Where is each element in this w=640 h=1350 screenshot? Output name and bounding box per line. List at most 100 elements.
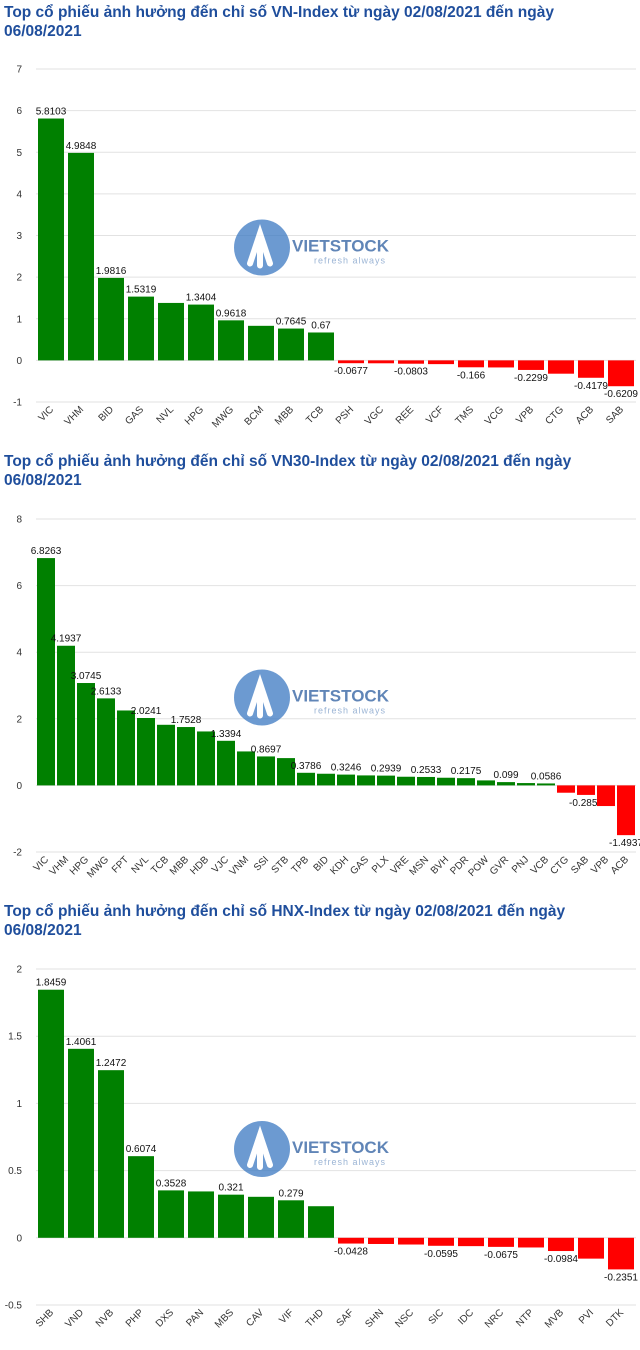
bar-vjc: [217, 740, 235, 786]
bar-bid: [98, 277, 124, 361]
y-tick-label: 2: [16, 965, 22, 976]
bar-php: [128, 1156, 154, 1238]
watermark-tagline: refresh always: [314, 256, 386, 266]
y-tick-label: 0: [16, 1233, 22, 1244]
data-label: 0.3528: [156, 1178, 187, 1189]
x-tick-label: DTK: [604, 1307, 626, 1329]
bar-mvb: [548, 1237, 574, 1252]
bar-ctg: [557, 785, 575, 793]
data-label: 4.9848: [66, 141, 97, 152]
data-label: 0.8697: [251, 744, 282, 755]
bar-acb: [578, 360, 604, 378]
bar-vpb: [597, 785, 615, 807]
x-tick-label: VHM: [48, 854, 72, 878]
x-tick-label: TCB: [149, 854, 171, 876]
x-tick-label: VPB: [589, 854, 611, 876]
y-tick-label: 8: [16, 515, 22, 526]
data-label: -0.0803: [394, 367, 428, 378]
data-label: -0.166: [457, 370, 486, 381]
x-tick-label: BCM: [243, 404, 267, 428]
bar-kdh: [337, 774, 355, 786]
data-label: 0.279: [278, 1188, 303, 1199]
bar-ssi: [257, 756, 275, 786]
bar-dxs: [158, 1190, 184, 1238]
y-tick-label: 5: [16, 148, 22, 159]
data-label: -0.0984: [544, 1254, 578, 1265]
bar-vre: [397, 776, 415, 786]
bar-pdr: [457, 778, 475, 786]
bar-vhm: [57, 645, 75, 786]
x-tick-label: PHP: [124, 1307, 147, 1330]
data-label: 0.2939: [371, 764, 402, 775]
data-label: 0.6074: [126, 1144, 157, 1155]
bar-acb: [617, 785, 635, 836]
y-tick-label: -0.5: [5, 1301, 23, 1312]
y-tick-label: 6: [16, 106, 22, 117]
data-label: 0.0586: [531, 771, 562, 782]
x-tick-label: ACB: [574, 404, 597, 427]
data-label: 0.2175: [451, 766, 482, 777]
bar-thd: [308, 1206, 334, 1238]
data-label: 1.8459: [36, 978, 67, 989]
bar-ree: [398, 360, 424, 364]
x-tick-label: GAS: [123, 404, 146, 427]
bar-mbb: [278, 328, 304, 361]
bar-pnj: [517, 783, 535, 786]
data-label: 0.9618: [216, 308, 247, 319]
y-tick-label: 2: [16, 714, 22, 725]
x-tick-label: VHM: [63, 404, 87, 428]
data-label: 3.0745: [71, 671, 102, 682]
data-label: -0.6209: [604, 389, 638, 400]
x-tick-label: SAB: [569, 854, 591, 876]
x-tick-label: MVB: [543, 1307, 566, 1330]
bar-sab: [608, 360, 634, 387]
x-tick-label: CTG: [548, 854, 571, 877]
data-label: 0.3786: [291, 761, 322, 772]
x-tick-label: REE: [394, 404, 417, 427]
data-label: 1.3394: [211, 729, 242, 740]
y-tick-label: 1: [16, 314, 22, 325]
x-tick-label: VGC: [363, 404, 386, 427]
x-tick-label: MWG: [210, 404, 236, 430]
data-label: 6.8263: [31, 546, 62, 557]
bar-vcg: [488, 360, 514, 368]
bar-vhm: [68, 152, 94, 361]
watermark-brand: VIETSTOCK: [292, 1138, 390, 1157]
x-tick-label: PSH: [334, 404, 356, 426]
x-tick-label: BID: [97, 404, 117, 424]
x-tick-label: BVH: [429, 854, 451, 876]
bar-nrc: [488, 1237, 514, 1247]
bar-pan: [188, 1191, 214, 1238]
x-tick-label: PNJ: [510, 854, 531, 875]
bar-dtk: [608, 1237, 634, 1270]
bar-ntp: [518, 1237, 544, 1248]
data-label: 1.5319: [126, 285, 157, 296]
bar-ctg: [548, 360, 574, 374]
bar-tcb: [157, 724, 175, 786]
x-tick-label: VIF: [277, 1307, 296, 1326]
bar-sab: [577, 785, 595, 795]
x-tick-label: VRE: [389, 854, 412, 877]
x-tick-label: POW: [466, 854, 491, 879]
bar-saf: [338, 1237, 364, 1244]
data-label: -0.2299: [514, 373, 548, 384]
x-tick-label: STB: [270, 854, 292, 876]
x-tick-label: NSC: [393, 1307, 416, 1330]
data-label: 0.67: [311, 320, 331, 331]
bar-mbb: [177, 727, 195, 786]
x-tick-label: CAV: [244, 1307, 266, 1329]
bar-shb: [38, 989, 64, 1238]
data-label: -0.0675: [484, 1250, 518, 1261]
x-tick-label: NVL: [130, 854, 152, 876]
x-tick-label: FPT: [110, 854, 131, 875]
bar-vcb: [537, 783, 555, 786]
x-tick-label: VJC: [210, 854, 231, 875]
bar-mwg: [97, 698, 115, 786]
x-tick-label: VIC: [37, 404, 57, 424]
y-tick-label: 1.5: [8, 1032, 22, 1043]
bar-idc: [458, 1237, 484, 1247]
y-tick-label: -2: [13, 848, 22, 859]
